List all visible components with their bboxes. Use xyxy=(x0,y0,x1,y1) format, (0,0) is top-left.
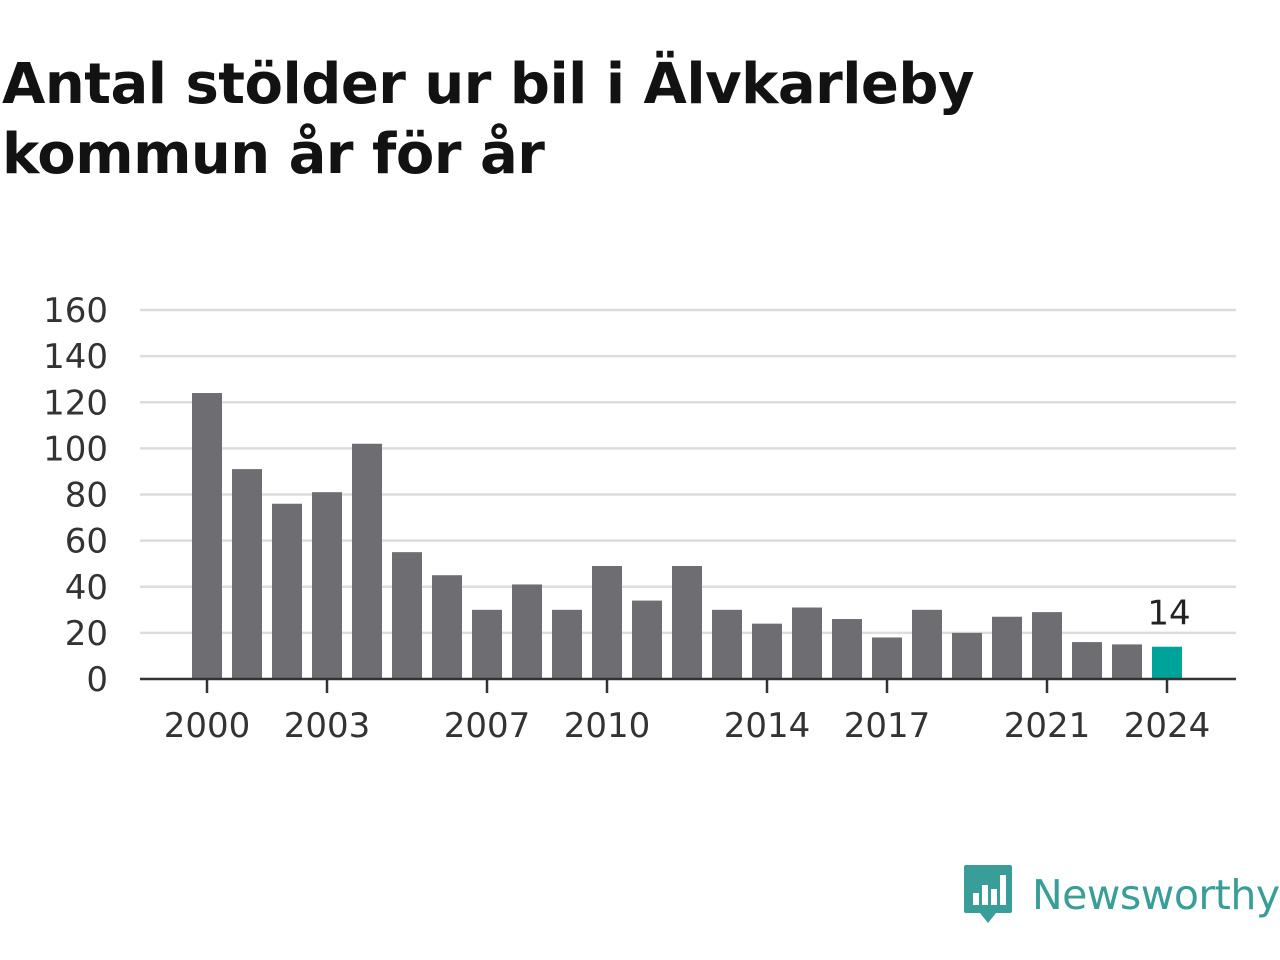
bar-2013 xyxy=(712,609,742,679)
bar-2007 xyxy=(472,609,502,679)
x-tick-label-2000: 2000 xyxy=(164,706,251,746)
y-axis-ticks: 0 20 40 60 80 100 120 140 160 xyxy=(43,291,108,700)
y-tick-label-120: 120 xyxy=(43,383,108,423)
bar-2010 xyxy=(592,565,622,679)
bar-2009 xyxy=(552,609,582,679)
bar-2004 xyxy=(352,443,382,679)
x-tick-label-2017: 2017 xyxy=(844,706,931,746)
x-axis-ticks: 2000 2003 2007 2010 2014 2017 2021 2024 xyxy=(164,679,1211,746)
bar-2016 xyxy=(832,619,862,679)
x-tick-label-2024: 2024 xyxy=(1124,706,1211,746)
bar-2000 xyxy=(192,393,222,679)
bar-2023 xyxy=(1112,644,1142,679)
bar-2005 xyxy=(392,552,422,679)
x-tick-label-2007: 2007 xyxy=(444,706,531,746)
brand-name: Newsworthy xyxy=(1032,871,1280,919)
bar-2003 xyxy=(312,492,342,679)
brand-logo: Newsworthy xyxy=(962,862,1280,928)
y-tick-label-100: 100 xyxy=(43,429,108,469)
bars xyxy=(192,393,1182,679)
grid-lines xyxy=(140,308,1236,635)
data-labels: 14 xyxy=(1147,594,1190,634)
bar-2019 xyxy=(952,632,982,679)
bar-2020 xyxy=(992,616,1022,679)
y-tick-label-80: 80 xyxy=(65,476,108,516)
y-tick-label-40: 40 xyxy=(65,568,108,608)
bar-2022 xyxy=(1072,642,1102,679)
bar-2021 xyxy=(1032,612,1062,679)
bar-2015 xyxy=(792,607,822,679)
y-tick-label-160: 160 xyxy=(43,291,108,331)
bar-2024 xyxy=(1152,646,1182,679)
newsworthy-chart-bubble-icon xyxy=(964,865,1012,923)
bar-2006 xyxy=(432,575,462,679)
y-tick-label-60: 60 xyxy=(65,522,108,562)
bar-2002 xyxy=(272,503,302,679)
bar-2008 xyxy=(512,584,542,679)
bar-2011 xyxy=(632,600,662,679)
x-tick-label-2021: 2021 xyxy=(1004,706,1091,746)
y-tick-label-20: 20 xyxy=(65,614,108,654)
bar-2018 xyxy=(912,609,942,679)
chart-title: Antal stölder ur bil i Älvkarleby kommun… xyxy=(2,52,975,187)
y-tick-label-140: 140 xyxy=(43,337,108,377)
bar-2012 xyxy=(672,565,702,679)
data-label-2024: 14 xyxy=(1147,594,1190,634)
bar-2001 xyxy=(232,469,262,679)
x-tick-label-2003: 2003 xyxy=(284,706,371,746)
bar-2017 xyxy=(872,637,902,679)
y-tick-label-0: 0 xyxy=(86,660,108,700)
bar-2014 xyxy=(752,623,782,679)
x-tick-label-2010: 2010 xyxy=(564,706,651,746)
x-tick-label-2014: 2014 xyxy=(724,706,811,746)
